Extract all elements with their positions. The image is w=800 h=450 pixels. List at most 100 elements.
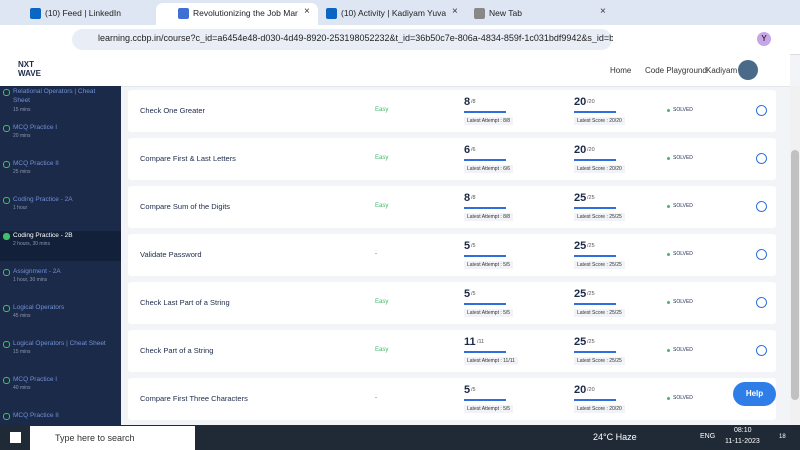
attempt-of: /8 <box>471 99 476 105</box>
status-dot <box>667 205 670 208</box>
tab-icon <box>30 8 41 19</box>
open-icon[interactable] <box>756 201 767 212</box>
attempt-of: /5 <box>471 291 476 297</box>
score-bar <box>574 159 616 161</box>
attempt-label: Latest Attempt : 6/6 <box>464 165 514 173</box>
score: 25 <box>574 288 587 300</box>
tab[interactable] <box>156 3 318 25</box>
score-label: Latest Score : 25/25 <box>574 213 625 221</box>
open-icon[interactable] <box>756 297 767 308</box>
score-of: /20 <box>587 99 595 105</box>
score-of: /20 <box>587 387 595 393</box>
open-icon[interactable] <box>756 345 767 356</box>
profile[interactable]: Y <box>757 32 771 46</box>
nav-link[interactable]: Home <box>610 66 632 75</box>
score: 20 <box>574 144 587 156</box>
difficulty: Easy <box>375 347 389 353</box>
score-label: Latest Score : 25/25 <box>574 357 625 365</box>
tab-title[interactable]: Revolutionizing the Job Market <box>193 8 298 18</box>
logo: WAVE <box>18 69 41 78</box>
nav-link[interactable]: Code Playground <box>645 66 707 75</box>
sidebar-duration: 40 mins <box>13 385 31 391</box>
status-dot <box>667 301 670 304</box>
score-of: /25 <box>587 291 595 297</box>
attempt-bar <box>464 399 506 401</box>
tab-close[interactable]: × <box>304 6 310 17</box>
question-name[interactable]: Compare Sum of the Digits <box>140 202 231 211</box>
score-bar <box>574 399 616 401</box>
status: SOLVED <box>673 299 693 305</box>
start-button[interactable] <box>10 432 21 443</box>
sidebar-title[interactable]: Relational Operators | Cheat Sheet <box>13 88 96 104</box>
score-label: Latest Score : 20/20 <box>574 117 625 125</box>
question-name[interactable]: Check Part of a String <box>140 346 214 355</box>
status-dot <box>667 109 670 112</box>
attempt: 6 <box>464 144 471 156</box>
tab-title[interactable]: (10) Activity | Kadiyam Yuvaraj <box>341 8 446 18</box>
sidebar-duration: 1 hour, 30 mins <box>13 277 48 283</box>
sidebar-title[interactable]: Coding Practice - 2A <box>13 196 73 203</box>
search-box[interactable] <box>30 426 195 450</box>
logo: NXT <box>18 60 34 69</box>
attempt-of: /8 <box>471 195 476 201</box>
attempt-bar <box>464 303 506 305</box>
open-icon[interactable] <box>756 249 767 260</box>
open-icon[interactable] <box>756 105 767 116</box>
site-header <box>0 54 790 87</box>
tab-icon <box>178 8 189 19</box>
score-of: /20 <box>587 147 595 153</box>
search-text[interactable]: Type here to search <box>55 433 135 443</box>
sidebar-title[interactable]: MCQ Practice II <box>13 412 59 419</box>
question-name[interactable]: Compare First Three Characters <box>140 394 248 403</box>
sidebar-title[interactable]: Coding Practice - 2B <box>13 232 73 239</box>
nav-link[interactable]: Kadiyam <box>706 66 738 75</box>
score-bar <box>574 111 616 113</box>
score-of: /25 <box>587 243 595 249</box>
weather[interactable]: 24°C Haze <box>593 432 637 442</box>
score-bar <box>574 351 616 353</box>
sidebar-title[interactable]: MCQ Practice I <box>13 376 58 383</box>
attempt-of: /5 <box>471 243 476 249</box>
notification-badge[interactable]: 18 <box>779 434 786 440</box>
difficulty: Easy <box>375 107 389 113</box>
address-bar[interactable] <box>72 29 612 50</box>
help-button[interactable]: Help <box>733 382 776 406</box>
attempt-label: Latest Attempt : 8/8 <box>464 213 514 221</box>
difficulty: - <box>375 395 377 401</box>
attempt-label: Latest Attempt : 5/5 <box>464 261 514 269</box>
sidebar-title[interactable]: MCQ Practice I <box>13 124 58 131</box>
status: SOLVED <box>673 203 693 209</box>
tab-close[interactable]: × <box>452 6 458 17</box>
sidebar-title[interactable]: Assignment - 2A <box>13 268 61 275</box>
score: 25 <box>574 336 587 348</box>
question-name[interactable]: Validate Password <box>140 250 202 259</box>
tab-icon <box>474 8 485 19</box>
scroll-thumb[interactable] <box>791 150 799 400</box>
status: SOLVED <box>673 251 693 257</box>
sidebar-duration: 20 mins <box>13 133 31 139</box>
sidebar-dot <box>3 341 10 348</box>
question-name[interactable]: Check Last Part of a String <box>140 298 230 307</box>
tab-close[interactable]: × <box>600 6 606 17</box>
attempt-bar <box>464 351 506 353</box>
difficulty: Easy <box>375 299 389 305</box>
attempt: 11 <box>464 336 476 348</box>
sidebar-title[interactable]: Logical Operators <box>13 304 65 311</box>
score-bar <box>574 303 616 305</box>
tab-title[interactable]: New Tab <box>489 8 522 18</box>
avatar[interactable] <box>738 60 758 80</box>
sidebar-title[interactable]: MCQ Practice II <box>13 160 59 167</box>
sidebar-title[interactable]: Logical Operators | Cheat Sheet <box>13 340 106 347</box>
question-name[interactable]: Check One Greater <box>140 106 206 115</box>
url[interactable]: learning.ccbp.in/course?c_id=a6454e48-d0… <box>98 33 613 43</box>
score: 25 <box>574 192 587 204</box>
tab-icon <box>326 8 337 19</box>
tab-title[interactable]: (10) Feed | LinkedIn <box>45 8 121 18</box>
sidebar-dot <box>3 413 10 420</box>
score-of: /25 <box>587 339 595 345</box>
sidebar-dot <box>3 161 10 168</box>
open-icon[interactable] <box>756 153 767 164</box>
attempt-bar <box>464 111 506 113</box>
score-label: Latest Score : 25/25 <box>574 309 625 317</box>
question-name[interactable]: Compare First & Last Letters <box>140 154 236 163</box>
